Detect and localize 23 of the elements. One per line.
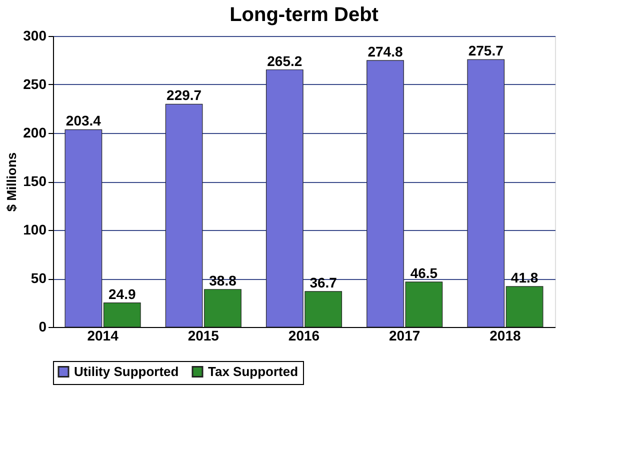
y-tick-label: 100 <box>23 222 47 238</box>
legend-label: Tax Supported <box>208 364 298 379</box>
y-tick-label: 0 <box>38 318 47 334</box>
data-label: 274.8 <box>368 43 403 60</box>
chart-title: Long-term Debt <box>230 4 379 26</box>
y-tick-label: 50 <box>30 270 47 286</box>
y-tick-label: 300 <box>23 28 47 44</box>
x-tick-label: 2017 <box>389 328 420 344</box>
data-label: 203.4 <box>66 112 102 129</box>
data-label: 229.7 <box>166 87 202 104</box>
x-tick-label: 2015 <box>188 328 220 344</box>
x-tick-label: 2016 <box>288 328 320 344</box>
data-label: 46.5 <box>410 264 438 281</box>
x-tick-label: 2018 <box>490 328 521 344</box>
x-tick-label: 2014 <box>87 328 119 344</box>
y-tick-label: 150 <box>23 173 47 189</box>
data-label: 24.9 <box>108 286 136 302</box>
data-label: 275.7 <box>468 42 504 59</box>
data-label: 265.2 <box>267 52 302 69</box>
y-tick-label: 250 <box>23 76 47 92</box>
y-axis-title: $ Millions <box>4 152 20 212</box>
y-tick-label: 200 <box>23 124 47 140</box>
legend-label: Utility Supported <box>74 364 179 379</box>
